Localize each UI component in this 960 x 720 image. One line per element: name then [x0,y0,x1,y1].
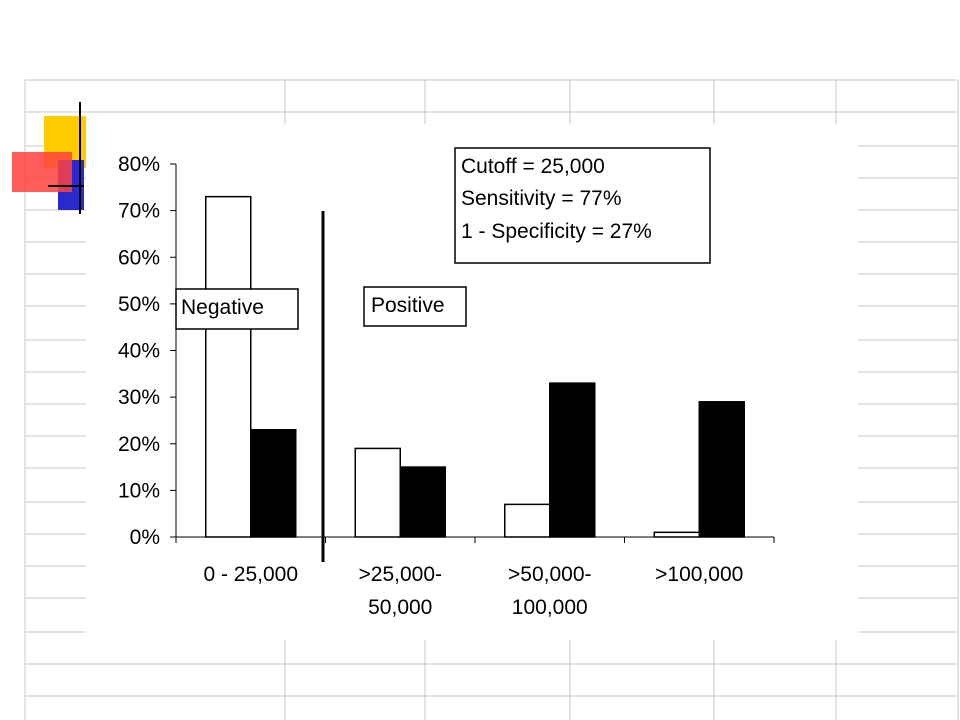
y-tick-label: 0% [130,526,160,549]
x-category-label: >25,000- [359,563,443,586]
x-category-label: >50,000- [508,563,592,586]
y-tick-label: 80% [118,153,160,176]
axes [175,164,775,543]
positive-box: Positive [363,286,467,327]
negative-box-frame [175,288,299,330]
info-box-line-2: Sensitivity = 77% [461,187,622,210]
y-tick-label: 60% [118,246,160,269]
positive-label: Positive [371,294,445,317]
y-tick-label: 40% [118,340,160,363]
bar-series-2-cat-4 [698,401,745,538]
x-category-label: 0 - 25,000 [203,563,298,586]
slide-logo-icon [12,102,86,214]
negative-label: Negative [181,296,264,319]
bar-series-1-cat-4 [653,531,700,538]
info-box: Cutoff = 25,000 Sensitivity = 77% 1 - Sp… [454,147,711,264]
negative-box: Negative [175,288,299,330]
y-tick-label: 30% [118,386,160,409]
info-box-frame [454,147,711,264]
roc-cutoff-bar-chart: 0% 10% 20% 30% 40% 50% 60% 70% 80% 0 - 25,000 >25… [118,147,775,619]
y-tick-label: 50% [118,293,160,316]
positive-box-frame [363,286,467,327]
bars [205,195,745,538]
x-category-label: 100,000 [512,596,588,619]
y-axis-ticks: 0% 10% 20% 30% 40% 50% 60% 70% 80% [118,153,176,549]
y-tick-label: 70% [118,200,160,223]
y-tick-label: 10% [118,479,160,502]
info-box-line-1: Cutoff = 25,000 [461,155,605,178]
x-category-label: 50,000 [368,596,432,619]
x-category-label: >100,000 [655,563,743,586]
info-box-line-3: 1 - Specificity = 27% [461,220,652,243]
bar-series-1-cat-3 [504,503,551,538]
bar-series-2-cat-3 [549,382,596,538]
category-labels: 0 - 25,000 >25,000- 50,000 >50,000- 100,000 >… [203,563,743,619]
y-tick-label: 20% [118,433,160,456]
bar-series-2-cat-2 [399,466,446,538]
bar-series-1-cat-1 [205,195,252,538]
bar-series-2-cat-1 [250,429,297,538]
bar-series-1-cat-2 [354,447,401,538]
